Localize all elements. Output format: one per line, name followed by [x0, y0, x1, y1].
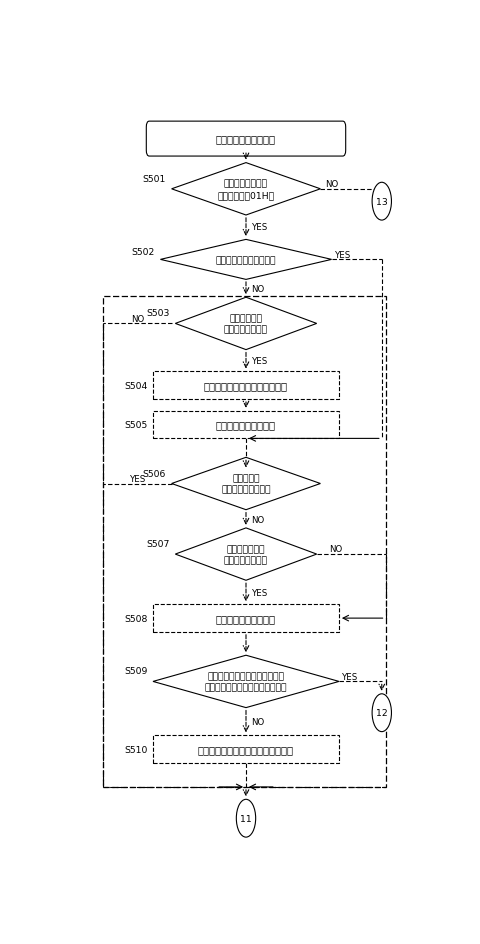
Text: 特別電動役物の連続作動回数を更新: 特別電動役物の連続作動回数を更新: [198, 744, 294, 754]
Text: YES: YES: [342, 672, 358, 682]
Text: 特別電動役物作動中か？: 特別電動役物作動中か？: [216, 256, 276, 264]
Text: S506: S506: [143, 469, 166, 478]
Text: YES: YES: [335, 250, 351, 260]
Text: YES: YES: [252, 223, 268, 232]
Text: 特別電動役物作動開始: 特別電動役物作動開始: [216, 420, 276, 430]
Polygon shape: [153, 655, 339, 708]
Text: S508: S508: [124, 614, 147, 623]
Text: YES: YES: [252, 357, 268, 365]
Bar: [153, 372, 339, 399]
Text: 特別電動役物作動停止: 特別電動役物作動停止: [216, 614, 276, 623]
Text: S507: S507: [146, 540, 170, 548]
Bar: [153, 412, 339, 439]
Text: S504: S504: [124, 381, 147, 391]
Text: NO: NO: [252, 285, 265, 294]
Text: 特別電動役物制御処理: 特別電動役物制御処理: [216, 134, 276, 144]
FancyBboxPatch shape: [146, 122, 346, 157]
Circle shape: [372, 183, 392, 221]
Bar: [103, 296, 385, 787]
Text: NO: NO: [325, 180, 338, 189]
Text: S503: S503: [146, 309, 170, 318]
Text: YES: YES: [130, 475, 146, 483]
Text: S505: S505: [124, 421, 147, 430]
Text: 特別電動役物の
作動時間経過か？: 特別電動役物の 作動時間経過か？: [224, 545, 268, 565]
Polygon shape: [175, 298, 317, 350]
Text: ラウンド演出指定コマンド要求: ラウンド演出指定コマンド要求: [204, 380, 288, 391]
Text: YES: YES: [252, 588, 268, 598]
Text: 大入賞口に
最大入賞数入賞か？: 大入賞口に 最大入賞数入賞か？: [221, 474, 271, 494]
Polygon shape: [160, 240, 332, 280]
Text: S510: S510: [124, 745, 147, 754]
Polygon shape: [172, 163, 321, 216]
Text: NO: NO: [252, 717, 265, 726]
Text: S509: S509: [124, 666, 147, 676]
Text: 特別電動役物
作動開始時間か？: 特別電動役物 作動開始時間か？: [224, 314, 268, 334]
Text: S502: S502: [132, 247, 155, 257]
Text: NO: NO: [132, 314, 145, 324]
Circle shape: [236, 800, 256, 837]
Text: 12: 12: [376, 708, 388, 717]
Text: NO: NO: [252, 515, 265, 524]
Text: 13: 13: [376, 197, 388, 207]
Bar: [153, 605, 339, 632]
Text: S501: S501: [143, 175, 166, 184]
Text: 特別電動役物の連続作動回数は
予め定められた回数に達したか？: 特別電動役物の連続作動回数は 予め定められた回数に達したか？: [205, 672, 287, 692]
Polygon shape: [172, 458, 321, 510]
Polygon shape: [175, 529, 317, 581]
Circle shape: [372, 694, 392, 732]
Text: 特別電動役物遊技
ステイタス＝01H？: 特別電動役物遊技 ステイタス＝01H？: [217, 179, 275, 199]
Text: 11: 11: [240, 814, 252, 823]
Text: NO: NO: [329, 545, 342, 554]
Bar: [153, 735, 339, 763]
